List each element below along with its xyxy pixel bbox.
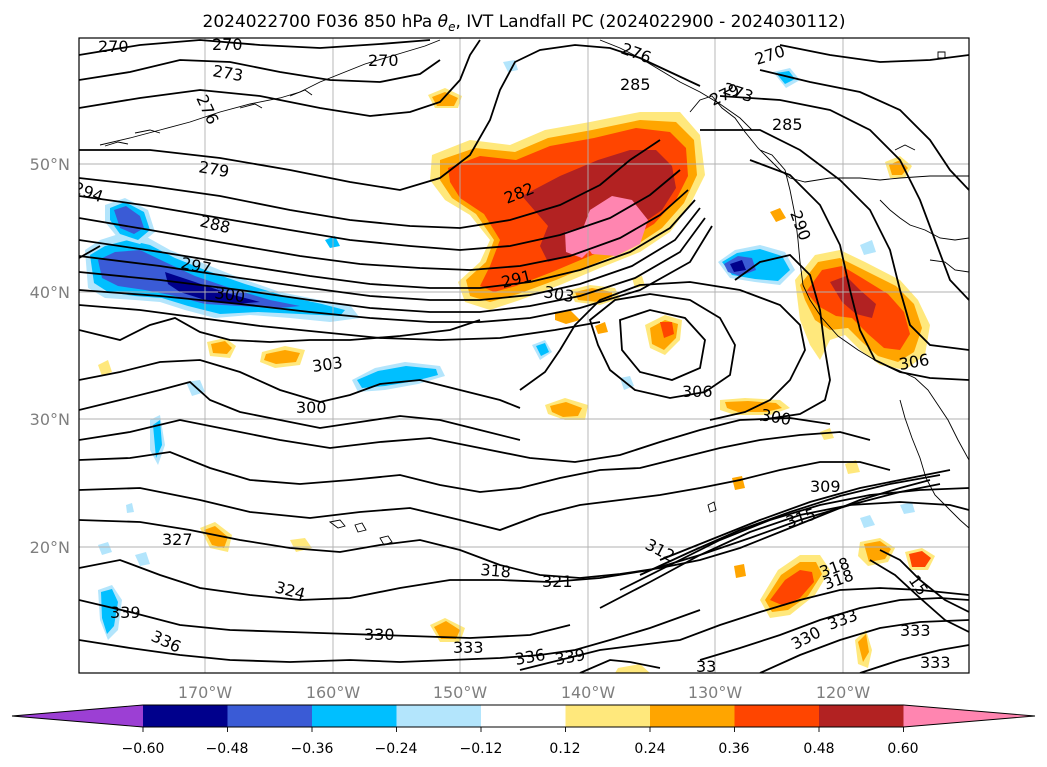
chart-title: 2024022700 F036 850 hPa θe, IVT Landfall…: [203, 12, 846, 34]
lon-label: 140°W: [561, 683, 616, 702]
colorbar-tick-label: −0.36: [291, 741, 334, 757]
contour-label: 333: [453, 638, 484, 657]
contour-label: 270: [368, 51, 399, 70]
contour-label: 306: [682, 382, 713, 401]
contour-label: 33: [696, 657, 716, 676]
lat-label: 50°N: [30, 155, 70, 174]
lat-label: 40°N: [30, 283, 70, 302]
contour-label: 333: [900, 621, 931, 640]
colorbar-tick-label: −0.48: [206, 741, 249, 757]
theta-e-contours: [79, 39, 969, 673]
colorbar-tick-label: 0.48: [803, 741, 834, 757]
coastlines: [99, 39, 969, 546]
contour-label: 270: [98, 37, 129, 56]
contour-label: 330: [364, 625, 395, 644]
latitude-labels: 50°N 40°N 30°N 20°N: [30, 155, 70, 557]
colorbar-tick-label: 0.12: [549, 741, 580, 757]
colorbar-segment: [565, 705, 651, 727]
contour-label: 321: [542, 572, 573, 591]
lat-label: 20°N: [30, 538, 70, 557]
colorbar-extend-min: [12, 705, 143, 727]
colorbar-segment: [396, 705, 482, 727]
map-area: 270 270 270 273 276 279 288 294 297 300 …: [79, 35, 969, 676]
colorbar-extend-max: [903, 705, 1035, 727]
contour-label: 333: [920, 653, 951, 672]
contour-label: 339: [110, 603, 141, 622]
lon-label: 150°W: [433, 683, 488, 702]
lon-label: 160°W: [306, 683, 361, 702]
colorbar-tick-labels: −0.60 −0.48 −0.36 −0.24 −0.12 0.12 0.24 …: [122, 741, 919, 757]
contour-label: 303: [311, 353, 344, 376]
colorbar-segment: [143, 705, 228, 727]
negative-patches: [98, 60, 915, 640]
colorbar-segment: [481, 705, 566, 727]
colorbar-segment: [312, 705, 397, 727]
contour-label: 300: [213, 283, 246, 306]
colorbar-tick-label: −0.60: [122, 741, 165, 757]
lon-label: 130°W: [688, 683, 743, 702]
contour-label: 318: [480, 560, 512, 582]
contour-label: 309: [810, 477, 841, 496]
colorbar-segment: [650, 705, 735, 727]
longitude-labels: 170°W 160°W 150°W 140°W 130°W 120°W: [178, 683, 871, 702]
colorbar-segment: [819, 705, 904, 727]
contour-label: 327: [162, 530, 193, 549]
lon-label: 120°W: [816, 683, 871, 702]
contour-label: 270: [212, 35, 243, 54]
contour-label: 285: [620, 75, 651, 94]
colorbar-tick-label: 0.24: [634, 741, 665, 757]
contour-label: 300: [296, 398, 327, 417]
graticule: [79, 38, 969, 673]
colorbar-tick-label: −0.12: [460, 741, 503, 757]
colorbar: [11, 704, 1036, 732]
pc-shading: [85, 60, 935, 673]
colorbar-segment: [734, 705, 820, 727]
map-frame: [78, 37, 970, 674]
lon-label: 170°W: [178, 683, 233, 702]
colorbar-tick-label: 0.60: [887, 741, 918, 757]
contour-label: 285: [772, 115, 803, 134]
colorbar-tick-label: −0.24: [375, 741, 418, 757]
colorbar-tick-label: 0.36: [718, 741, 749, 757]
lat-label: 30°N: [30, 410, 70, 429]
colorbar-segment: [227, 705, 313, 727]
